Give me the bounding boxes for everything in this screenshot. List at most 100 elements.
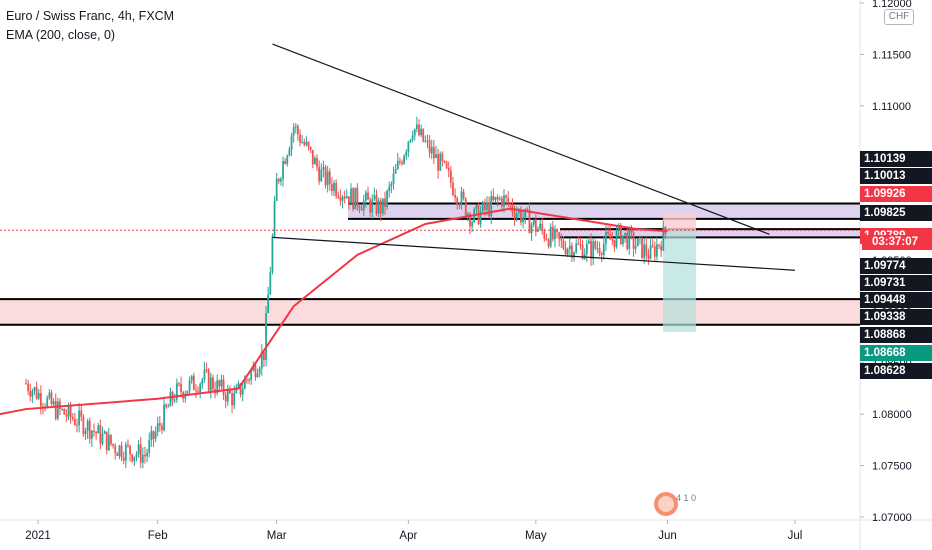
candle-body	[660, 245, 663, 251]
candle-body	[581, 244, 584, 259]
candle-body	[127, 444, 129, 446]
candle-body	[513, 212, 516, 219]
candle-body	[246, 379, 248, 381]
candle-body	[165, 404, 168, 408]
candle-body	[413, 129, 416, 136]
candle-body	[288, 149, 291, 156]
candle-body	[384, 198, 386, 207]
candle-body	[401, 162, 403, 164]
candle-body	[163, 404, 165, 431]
candle-body	[107, 434, 110, 451]
candle-body	[488, 202, 490, 217]
indicator-legend[interactable]: EMA (200, close, 0)	[6, 28, 116, 42]
candle-body	[322, 167, 325, 170]
candle-body	[426, 140, 429, 142]
svg-text:4 1 0: 4 1 0	[676, 493, 696, 503]
candle-body	[254, 365, 257, 378]
candle-body	[494, 196, 497, 201]
candle-body	[131, 454, 134, 462]
candle-body	[354, 187, 357, 210]
candle-body	[97, 425, 100, 434]
candle-body	[420, 128, 423, 136]
candle-body	[498, 198, 501, 200]
candle-body	[547, 239, 550, 247]
candle-body	[418, 124, 420, 136]
candle-body	[653, 246, 656, 257]
candle-body	[294, 126, 297, 128]
candle-body	[568, 245, 571, 250]
price-label: 1.09774	[860, 258, 932, 274]
candle-body	[335, 183, 338, 196]
candle-body	[297, 126, 299, 135]
candle-body	[528, 209, 531, 234]
candle-body	[29, 390, 32, 397]
candle-body	[471, 222, 474, 227]
candle-body	[515, 213, 518, 219]
candle-body	[292, 127, 295, 136]
candle-body	[449, 170, 452, 183]
candle-body	[411, 135, 414, 140]
candle-body	[496, 196, 499, 200]
candle-body	[369, 199, 372, 213]
candle-body	[56, 401, 59, 419]
candle-body	[364, 192, 367, 201]
candle-body	[347, 196, 350, 204]
candle-body	[88, 420, 91, 439]
candle-body	[645, 244, 648, 256]
candle-body	[73, 418, 76, 425]
candle-body	[460, 191, 463, 206]
candle-body	[388, 186, 391, 191]
candle-body	[90, 430, 93, 439]
candle-body	[150, 431, 153, 441]
candle-body	[282, 160, 284, 179]
candle-body	[158, 423, 161, 426]
candle-body	[375, 195, 378, 214]
zone-rect	[560, 229, 860, 238]
price-tick-label: 1.11500	[872, 49, 911, 61]
candle-body	[615, 230, 618, 248]
time-tick-label: Feb	[148, 530, 168, 542]
candle-body	[522, 217, 524, 223]
candle-body	[545, 238, 548, 240]
candle-body	[398, 160, 401, 163]
candle-body	[139, 444, 142, 463]
candle-body	[651, 245, 654, 247]
stop-area	[663, 213, 696, 231]
candle-body	[458, 204, 461, 206]
candle-body	[447, 168, 450, 171]
candle-body	[394, 169, 397, 174]
candle-body	[345, 196, 348, 199]
candle-body	[256, 373, 259, 378]
candle-body	[341, 196, 344, 201]
candle-body	[469, 213, 471, 227]
tradingview-logo-icon[interactable]: 4 1 0	[652, 490, 702, 518]
price-tick-label: 1.07000	[872, 512, 912, 524]
candle-body	[173, 399, 176, 401]
candle-body	[284, 160, 287, 164]
candle-body	[492, 195, 495, 201]
currency-badge[interactable]: CHF	[884, 9, 914, 25]
candle-body	[507, 197, 510, 204]
candle-body	[156, 423, 159, 433]
candle-body	[596, 248, 599, 250]
candle-body	[331, 184, 333, 192]
candle-body	[229, 388, 231, 394]
candle-body	[188, 380, 191, 391]
candle-body	[133, 456, 136, 462]
candle-body	[78, 410, 81, 426]
price-label: 1.09338	[860, 309, 932, 325]
candle-body	[647, 255, 650, 259]
candle-body	[320, 169, 323, 182]
candle-body	[483, 202, 486, 210]
candle-body	[118, 445, 121, 456]
candle-body	[25, 383, 27, 385]
candle-body	[231, 393, 233, 406]
candle-body	[585, 243, 588, 255]
price-tick-label: 1.07500	[872, 461, 912, 473]
candle-body	[579, 244, 582, 246]
candle-body	[573, 252, 575, 258]
zone-rect	[348, 203, 860, 219]
candle-body	[124, 444, 127, 461]
candle-body	[209, 377, 212, 391]
